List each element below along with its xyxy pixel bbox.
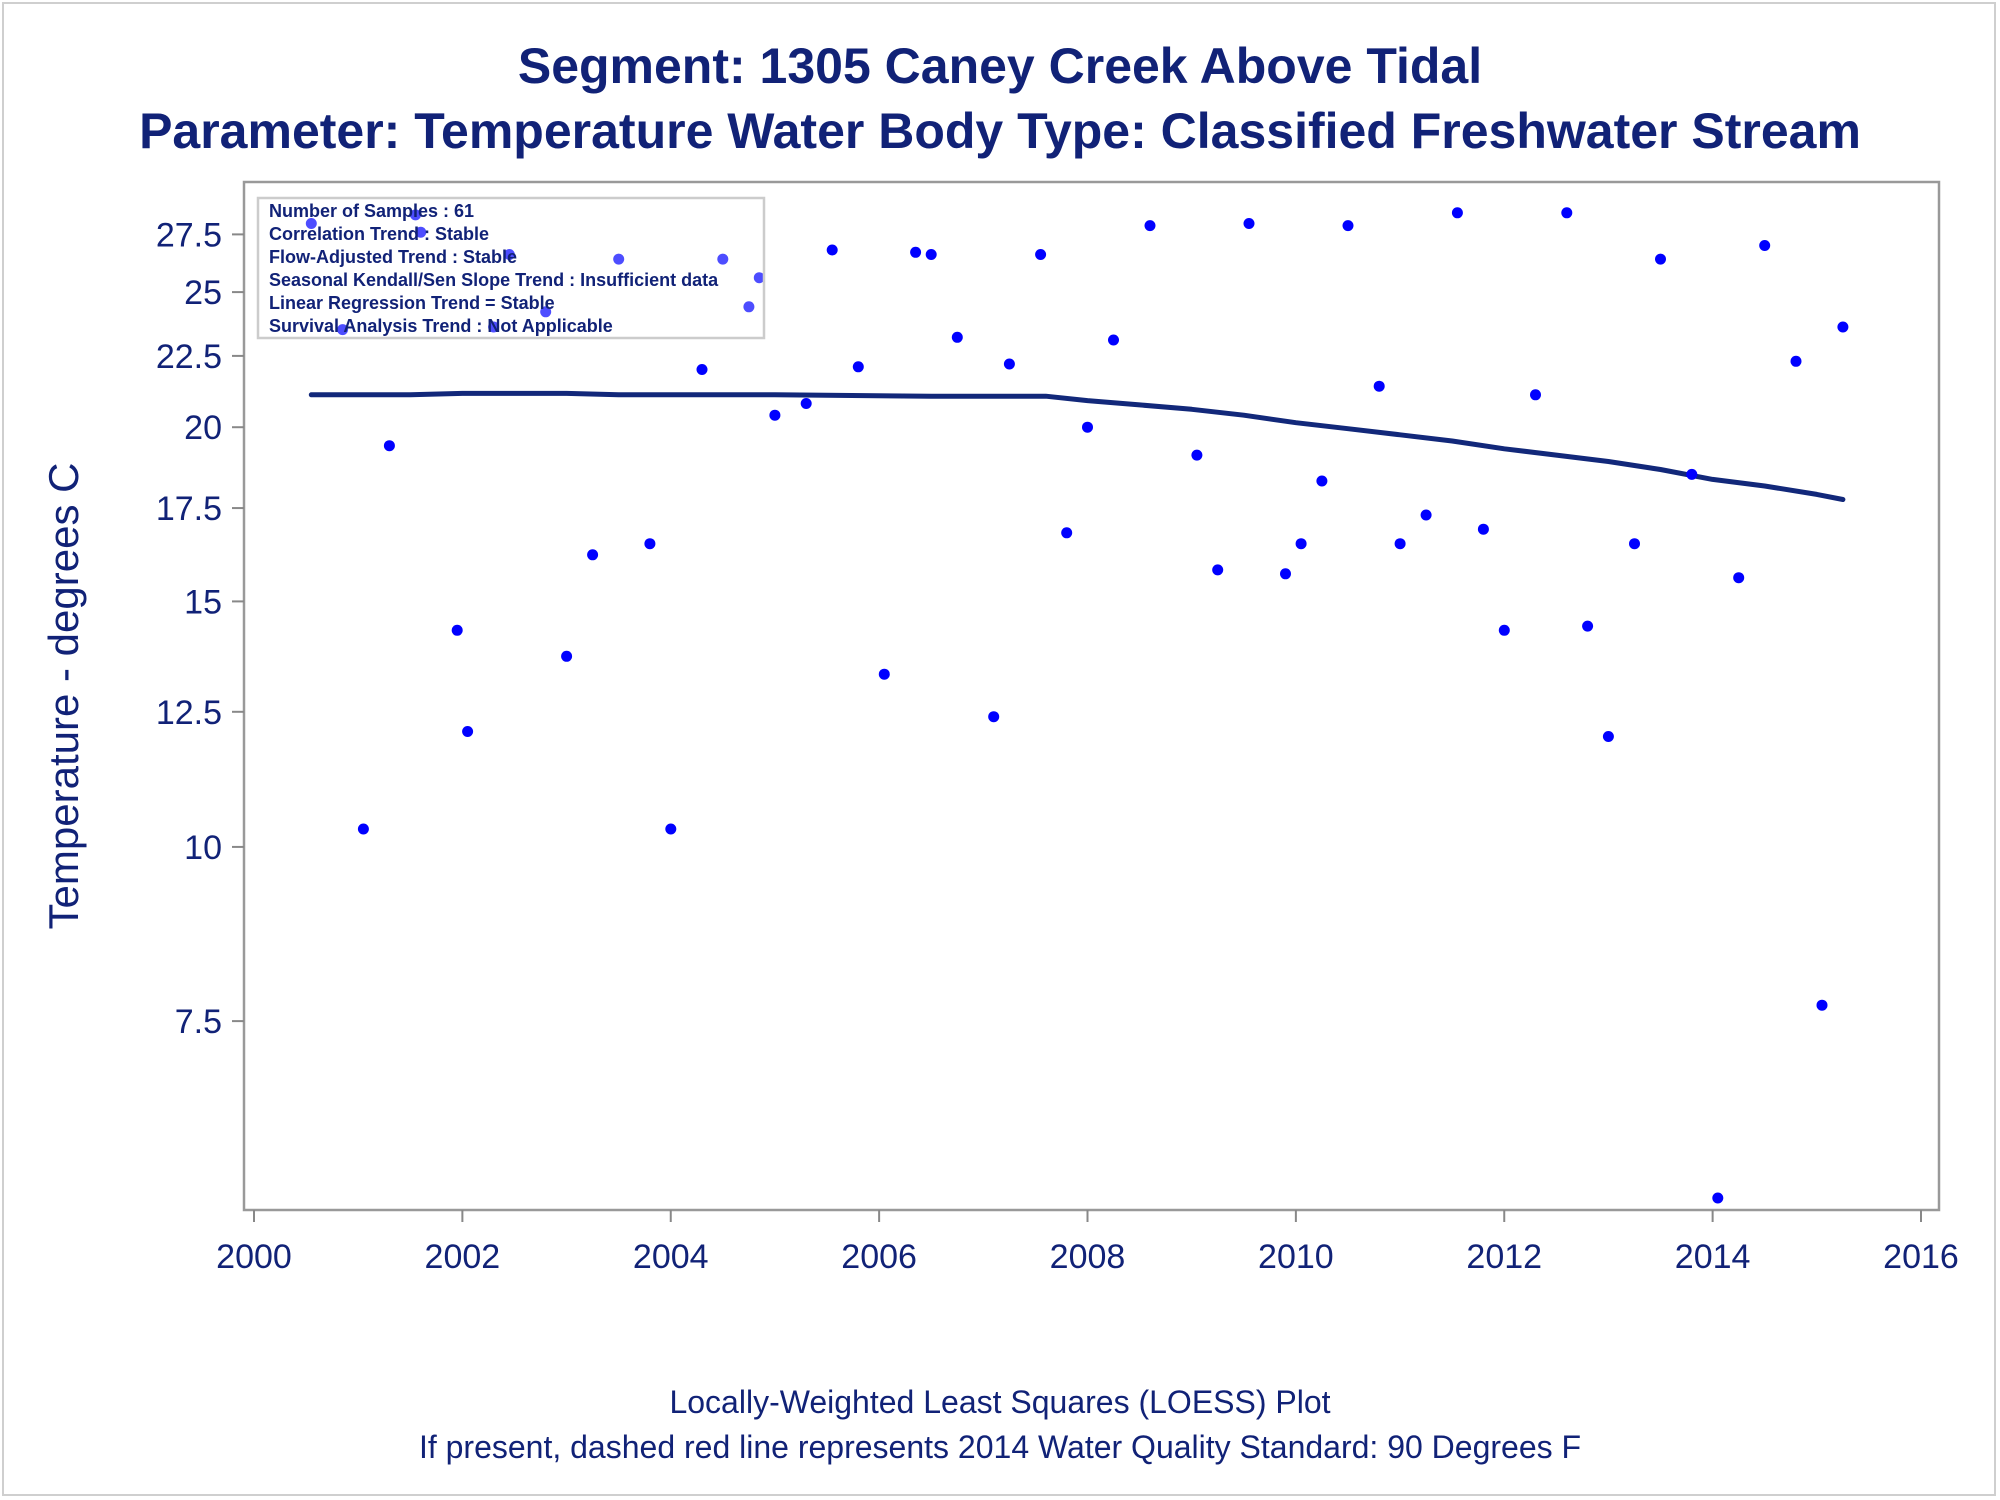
y-tick-label: 27.5 — [156, 216, 222, 254]
data-point — [1191, 449, 1203, 461]
data-point — [988, 711, 1000, 723]
x-tick-label: 2006 — [841, 1238, 917, 1276]
y-tick-label: 10 — [184, 829, 222, 867]
data-point — [561, 650, 573, 662]
x-tick-label: 2002 — [425, 1238, 501, 1276]
footnote-loess: Locally-Weighted Least Squares (LOESS) P… — [669, 1384, 1330, 1420]
y-tick-label: 15 — [184, 583, 222, 621]
data-point — [1790, 355, 1802, 367]
loess-curve-group — [308, 390, 1846, 502]
data-point — [1061, 527, 1073, 539]
data-point — [1394, 538, 1406, 550]
data-point — [665, 823, 677, 835]
y-axis-label: Temperature - degrees C — [40, 463, 87, 930]
data-point — [1243, 218, 1255, 229]
y-tick-label: 7.5 — [175, 1003, 222, 1041]
inset-linear-regression-trend: Linear Regression Trend = Stable — [269, 293, 555, 313]
inset-flow-adjusted-trend: Flow-Adjusted Trend : Stable — [269, 247, 517, 267]
inset-survival-analysis-trend: Survival Analysis Trend : Not Applicable — [269, 316, 613, 336]
y-tick-label: 12.5 — [156, 694, 222, 732]
x-tick-label: 2010 — [1258, 1238, 1334, 1276]
data-point — [717, 253, 729, 265]
data-point — [451, 624, 463, 636]
data-point — [800, 398, 812, 409]
chart-title: Segment: 1305 Caney Creek Above Tidal — [518, 38, 1482, 94]
data-point — [1498, 624, 1510, 636]
y-tick-label: 25 — [184, 274, 222, 312]
data-point — [613, 253, 625, 265]
data-point — [587, 549, 599, 561]
data-point — [357, 823, 369, 835]
data-point — [410, 209, 421, 221]
x-tick-label: 2000 — [216, 1238, 292, 1276]
data-point — [1759, 240, 1771, 251]
data-point — [1602, 731, 1614, 742]
data-point — [1629, 538, 1640, 550]
data-point — [1373, 380, 1385, 392]
data-point — [488, 321, 500, 333]
data-point — [878, 668, 890, 680]
data-point — [852, 361, 864, 373]
data-point — [1451, 207, 1463, 219]
data-point — [1561, 207, 1573, 219]
data-point — [826, 244, 838, 256]
data-point — [1837, 321, 1849, 333]
data-point — [503, 249, 515, 260]
data-point — [1295, 538, 1307, 550]
data-point — [1212, 564, 1224, 576]
data-point — [753, 272, 765, 284]
y-tick-label: 22.5 — [156, 338, 222, 376]
data-point — [383, 440, 395, 452]
chart-subtitle: Parameter: Temperature Water Body Type: … — [139, 103, 1861, 159]
data-point — [925, 249, 937, 260]
data-point — [696, 364, 708, 375]
axis-ticks: 2000 2002 2004 2006 2008 2010 2012 2014 20167.51… — [156, 216, 1959, 1276]
data-point — [1316, 475, 1328, 487]
data-point — [769, 409, 781, 421]
x-tick-label: 2012 — [1466, 1238, 1542, 1276]
data-point — [1582, 620, 1594, 632]
data-point — [1144, 220, 1156, 232]
data-point — [1477, 523, 1489, 535]
data-point — [1280, 568, 1291, 580]
x-tick-label: 2004 — [633, 1238, 709, 1276]
loess-curve — [308, 390, 1846, 502]
data-point — [305, 218, 317, 229]
inset-seasonal-kendall-trend: Seasonal Kendall/Sen Slope Trend : Insuf… — [269, 270, 719, 290]
data-point — [910, 246, 922, 258]
data-point — [415, 226, 427, 238]
data-point — [1655, 253, 1666, 265]
data-point — [1712, 1192, 1724, 1204]
stats-inset: Number of Samples : 61 Correlation Trend… — [256, 196, 766, 340]
scatter-points-group — [305, 207, 1849, 1204]
data-point — [1108, 334, 1119, 346]
data-point — [644, 538, 656, 550]
x-tick-label: 2008 — [1050, 1238, 1126, 1276]
data-point — [1530, 389, 1541, 401]
data-point — [462, 726, 474, 737]
data-point — [1082, 421, 1093, 433]
data-point — [951, 331, 963, 343]
x-tick-label: 2014 — [1675, 1238, 1751, 1276]
data-point — [337, 324, 349, 336]
data-point — [1733, 572, 1745, 584]
data-point — [1342, 220, 1354, 232]
y-tick-label: 20 — [184, 409, 222, 447]
x-tick-label: 2016 — [1883, 1238, 1959, 1276]
footnote-standard: If present, dashed red line represents 2… — [419, 1429, 1581, 1465]
data-point — [540, 306, 552, 318]
inset-sample-count: Number of Samples : 61 — [269, 201, 474, 221]
data-point — [1816, 999, 1828, 1011]
y-tick-label: 17.5 — [156, 490, 222, 528]
data-point — [1420, 509, 1432, 521]
data-point — [1686, 468, 1698, 480]
data-point — [743, 301, 755, 313]
data-point — [1035, 249, 1047, 260]
inset-correlation-trend: Correlation Trend : Stable — [269, 224, 489, 244]
data-point — [1003, 358, 1015, 370]
plot-area-frame — [242, 180, 1941, 1212]
stats-inset-box — [256, 196, 766, 340]
